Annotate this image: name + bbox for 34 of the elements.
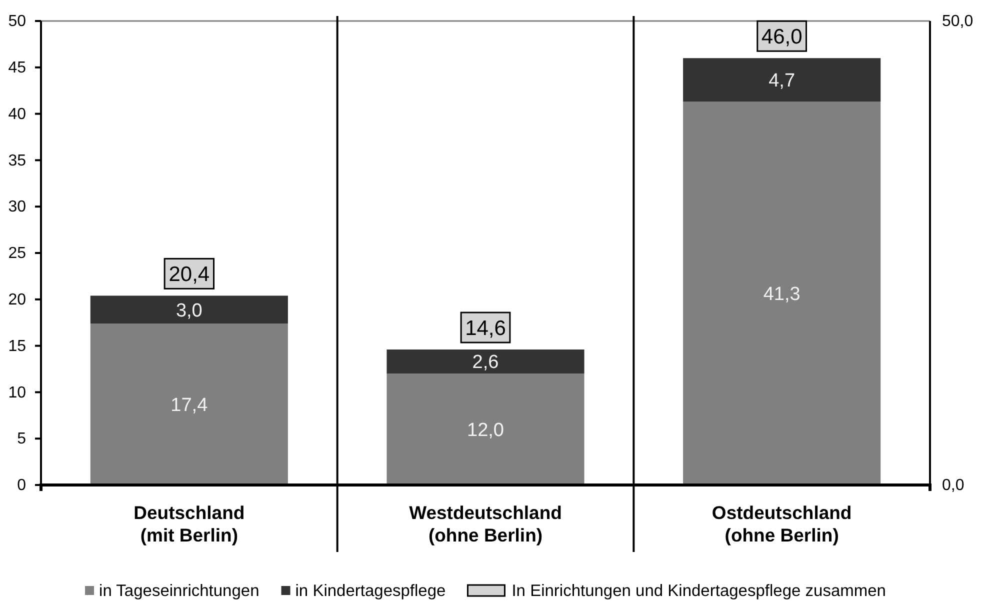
total-label: 46,0	[761, 26, 802, 49]
data-label: 41,3	[763, 284, 800, 306]
bar	[386, 374, 584, 485]
y2-tick-label: 0,0	[942, 477, 964, 494]
y-tick-label: 45	[8, 60, 26, 77]
total-label: 20,4	[168, 263, 210, 286]
bar	[683, 102, 881, 485]
bar	[90, 296, 288, 324]
y-tick-label: 50	[8, 13, 26, 30]
data-label: 3,0	[176, 300, 202, 322]
text: In Einrichtungen und Kindertagespflege zusammen	[512, 582, 886, 600]
y-tick-label: 30	[8, 198, 26, 216]
legend-label: in Kindertagespflege	[295, 582, 446, 600]
data-label: 2,6	[472, 352, 499, 374]
y-tick-label: 25	[8, 245, 26, 262]
bar	[90, 324, 288, 485]
y-tick-label: 35	[8, 152, 26, 170]
y2-tick-label: 50,0	[942, 13, 974, 30]
y-tick-label: 15	[8, 338, 26, 355]
data-label: 12,0	[467, 420, 504, 441]
x-tick-label: Deutschland (mit Berlin)	[134, 502, 245, 546]
data-label: 17,4	[170, 394, 208, 416]
y-tick-label: 5	[17, 430, 26, 448]
y-tick-label: 20	[8, 292, 26, 309]
y-tick-label: 40	[8, 106, 26, 123]
bar	[683, 58, 881, 102]
data-label: 4,7	[768, 70, 796, 92]
total-label: 14,6	[465, 317, 506, 340]
legend-label: in Tageseinrichtungen	[99, 582, 260, 600]
bar	[386, 350, 584, 374]
y-tick-label: 10	[8, 384, 26, 402]
x-tick-label: Ostdeutschland (ohne Berlin)	[712, 502, 852, 546]
y-tick-label: 0	[17, 477, 26, 494]
x-tick-label: Westdeutschland (ohne Berlin)	[409, 502, 562, 546]
